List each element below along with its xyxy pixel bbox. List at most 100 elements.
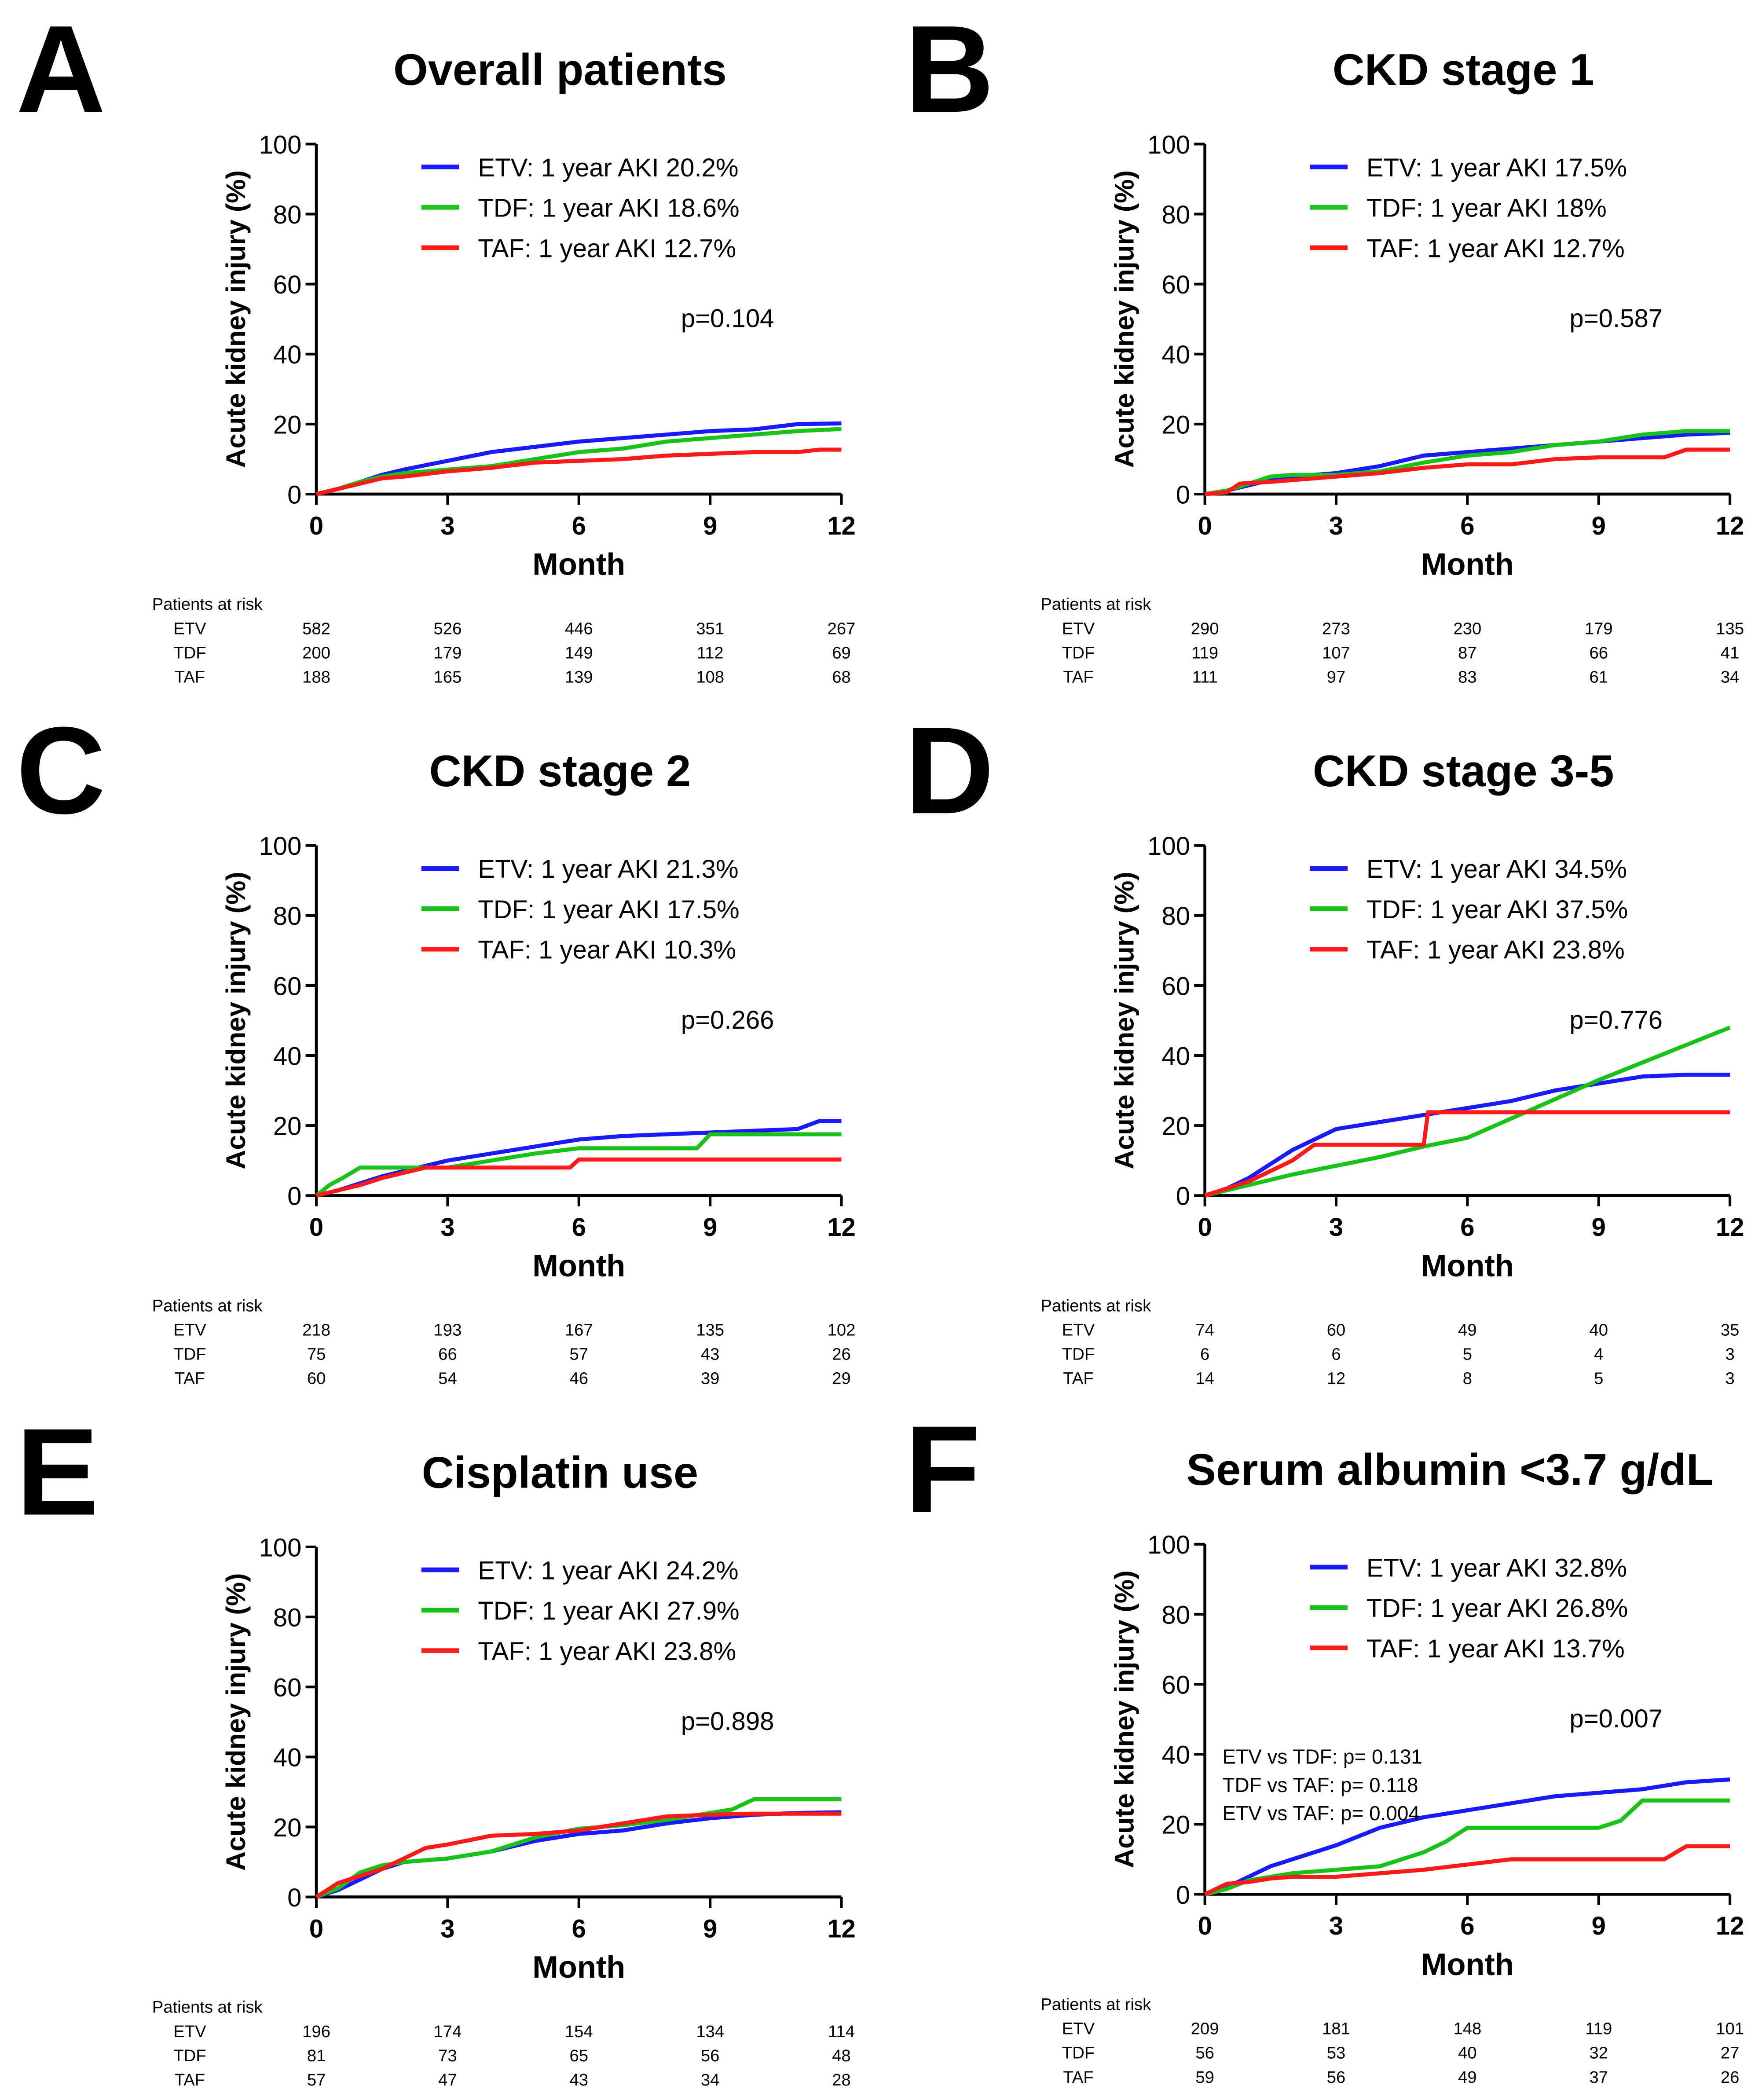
risk-value: 139	[565, 667, 593, 686]
risk-value: 73	[438, 2046, 457, 2065]
risk-value: 134	[696, 2022, 724, 2041]
y-tick-label: 20	[1161, 1112, 1190, 1141]
risk-value: 29	[832, 1369, 851, 1388]
risk-value: 149	[565, 643, 593, 662]
risk-value: 112	[697, 643, 724, 662]
y-axis-label: Acute kidney injury (%)	[1110, 170, 1139, 468]
legend-label-tdf: TDF: 1 year AKI 18.6%	[478, 194, 739, 223]
risk-value: 37	[1589, 2068, 1608, 2087]
risk-value: 107	[1322, 643, 1350, 662]
series-line-taf	[1205, 447, 1730, 496]
risk-value: 446	[565, 619, 593, 638]
x-tick-label: 0	[1198, 1213, 1212, 1242]
y-tick-label: 100	[259, 131, 301, 159]
risk-value: 66	[438, 1345, 457, 1364]
risk-value: 267	[828, 619, 856, 638]
panel-letter: F	[905, 1400, 980, 1538]
x-tick-label: 0	[1198, 1912, 1212, 1940]
p-value: p=0.266	[681, 1006, 774, 1034]
y-axis-label: Acute kidney injury (%)	[221, 170, 251, 468]
series-line-etv	[315, 1810, 842, 1899]
risk-value: 56	[1327, 2068, 1346, 2087]
risk-value: 61	[1589, 667, 1608, 686]
x-axis-label: Month	[532, 547, 625, 582]
legend-label-taf: TAF: 1 year AKI 12.7%	[1366, 234, 1625, 263]
legend-label-etv: ETV: 1 year AKI 20.2%	[478, 154, 738, 182]
y-tick-label: 80	[1161, 1601, 1190, 1629]
risk-row-name: TAF	[1063, 1369, 1093, 1388]
series-line-taf	[1204, 1110, 1730, 1198]
y-tick-label: 60	[273, 1674, 302, 1702]
risk-table-header: Patients at risk	[152, 595, 263, 614]
risk-value: 6	[1200, 1345, 1209, 1364]
y-tick-label: 100	[1147, 832, 1190, 861]
risk-value: 34	[701, 2071, 720, 2089]
risk-value: 47	[438, 2071, 457, 2089]
p-value: p=0.776	[1569, 1006, 1663, 1034]
panel-f: F Serum albumin <3.7 g/dL 0 20 40 60 80 100 0 3 6 9…	[905, 1400, 1744, 2086]
risk-value: 165	[434, 667, 462, 686]
legend-label-taf: TAF: 1 year AKI 12.7%	[478, 234, 736, 263]
x-axis-label: Month	[1421, 1947, 1514, 1982]
risk-value: 83	[1458, 667, 1477, 686]
risk-value: 290	[1191, 619, 1219, 638]
x-tick-label: 6	[1460, 512, 1474, 540]
risk-value: 75	[307, 1345, 326, 1364]
p-value: p=0.007	[1569, 1704, 1663, 1733]
risk-value: 32	[1589, 2044, 1608, 2063]
risk-value: 179	[1585, 619, 1613, 638]
panel-letter: B	[905, 0, 994, 138]
y-tick-label: 40	[1161, 341, 1190, 369]
risk-value: 230	[1453, 619, 1481, 638]
risk-value: 108	[696, 667, 724, 686]
y-tick-label: 60	[1161, 1671, 1190, 1699]
risk-value: 68	[832, 667, 851, 686]
x-tick-label: 9	[1592, 512, 1606, 540]
y-tick-label: 20	[273, 1814, 302, 1842]
x-tick-label: 12	[827, 1213, 856, 1242]
risk-value: 49	[1458, 1321, 1477, 1340]
x-axis-label: Month	[532, 1950, 625, 1984]
risk-value: 66	[1589, 643, 1608, 662]
risk-value: 209	[1191, 2019, 1219, 2038]
x-tick-label: 3	[1329, 1912, 1343, 1940]
risk-value: 351	[696, 619, 724, 638]
y-tick-label: 0	[287, 1884, 301, 1912]
risk-value: 43	[701, 1345, 720, 1364]
risk-value: 81	[307, 2046, 326, 2065]
x-tick-label: 0	[309, 1914, 323, 1943]
panel-c: C CKD stage 2 0 20 40 60 80 100 0 3 6 9 12 Month Acute…	[16, 701, 856, 1388]
risk-table-header: Patients at risk	[1040, 595, 1151, 614]
chart-title: CKD stage 2	[429, 747, 691, 796]
y-tick-label: 40	[273, 341, 302, 369]
risk-value: 196	[302, 2022, 330, 2041]
risk-value: 8	[1463, 1369, 1472, 1388]
risk-value: 200	[302, 643, 330, 662]
y-tick-label: 20	[273, 410, 302, 439]
risk-row-name: TAF	[1063, 2068, 1093, 2087]
x-tick-label: 3	[440, 1213, 454, 1242]
risk-value: 69	[832, 643, 851, 662]
risk-value: 3	[1725, 1369, 1734, 1388]
legend-label-tdf: TDF: 1 year AKI 27.9%	[478, 1597, 739, 1625]
y-tick-label: 0	[1176, 1881, 1190, 1909]
risk-value: 65	[570, 2046, 589, 2065]
risk-value: 46	[570, 1369, 589, 1388]
risk-row-name: TDF	[173, 2046, 206, 2065]
x-tick-label: 0	[309, 1213, 323, 1242]
pairwise-p-value: TDF vs TAF: p= 0.118	[1222, 1774, 1418, 1796]
x-tick-label: 6	[572, 512, 586, 540]
y-tick-label: 0	[287, 1182, 301, 1211]
risk-value: 181	[1322, 2019, 1350, 2038]
risk-value: 35	[1721, 1321, 1740, 1340]
series-line-taf	[1204, 1844, 1730, 1896]
chart-title: Cisplatin use	[422, 1448, 698, 1497]
x-tick-label: 3	[1329, 512, 1343, 540]
risk-row-name: ETV	[173, 1321, 206, 1340]
risk-value: 27	[1721, 2044, 1740, 2063]
risk-value: 56	[1195, 2044, 1214, 2063]
risk-value: 148	[1453, 2019, 1481, 2038]
legend-label-etv: ETV: 1 year AKI 21.3%	[478, 855, 738, 883]
risk-value: 60	[1327, 1321, 1346, 1340]
